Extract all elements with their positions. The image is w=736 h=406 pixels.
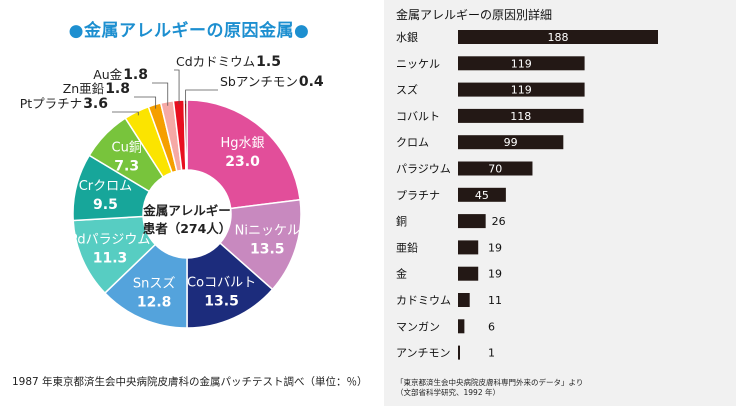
bar-1 (458, 56, 585, 71)
pie-label-pd: Pdパラジウム (70, 233, 151, 248)
pie-value-pd: 11.3 (93, 251, 128, 267)
pie-label-cu: Cu銅 (112, 141, 142, 156)
pie-value-hg: 23.0 (225, 154, 260, 170)
bar-value-label: 188 (548, 31, 569, 44)
pie-label-co: Coコバルト (187, 276, 256, 291)
bar-source-line1: 「東京都済生会中央病院皮膚科専門外来のデータ」より (396, 378, 584, 387)
pie-callout-au: Au金1.8 (93, 67, 148, 83)
pie-leader-line (112, 111, 139, 116)
bar-5 (458, 161, 533, 176)
pie-slice-hg (186, 99, 301, 210)
bar-2 (458, 82, 585, 97)
bar-value-label: 19 (488, 241, 502, 254)
bar-category-label: 亜鉛 (396, 240, 418, 254)
bar-6 (458, 187, 506, 202)
pie-value-sn: 12.8 (137, 294, 172, 310)
bar-category-label: クロム (396, 136, 429, 149)
bar-category-label: 金 (396, 267, 407, 281)
bar-category-label: 水銀 (396, 30, 418, 44)
bar-value-label: 118 (510, 110, 531, 123)
pie-leader-line (174, 69, 180, 105)
pie-center-label: 金属アレルギー (142, 203, 231, 218)
bar-source-note: 「東京都済生会中央病院皮膚科専門外来のデータ」より （文部省科学研究、1992 … (396, 378, 583, 398)
bar-value-label: 99 (504, 136, 518, 149)
bar-category-label: 銅 (396, 214, 407, 228)
pie-callout-pt: Ptプラチナ3.6 (20, 96, 108, 112)
bar-0 (458, 30, 658, 44)
bar-category-label: パラジウム (396, 163, 451, 176)
pie-chart-panel: ●金属アレルギーの原因金属● Hg水銀 23.0 Niニッケル 13.5 Coコバルト 1… (12, 21, 368, 388)
bar-chart-title: 金属アレルギーの原因別詳細 (396, 8, 553, 22)
bar-7 (458, 214, 486, 229)
pie-value-ni: 13.5 (250, 242, 285, 258)
pie-slice-sb (183, 99, 188, 171)
pie-leader-line (185, 89, 218, 105)
bar-value-label: 45 (475, 189, 489, 202)
pie-label-sn: Snスズ (133, 275, 176, 291)
bar-value-label: 119 (511, 84, 532, 97)
bar-source-line2: （文部省科学研究、1992 年） (396, 388, 500, 397)
bar-11 (458, 319, 465, 334)
bar-value-label: 11 (488, 294, 502, 307)
bar-value-label: 119 (511, 57, 532, 70)
pie-center-count: 患者（274人） (143, 221, 232, 236)
pie-leader-line (134, 96, 157, 109)
bar-10 (458, 293, 470, 307)
bar-value-label: 70 (488, 163, 502, 176)
bar-12 (458, 345, 460, 360)
bar-category-label: コバルト (396, 110, 440, 123)
pie-label-hg: Hg水銀 (221, 136, 265, 151)
pie-value-co: 13.5 (204, 294, 239, 310)
bar-value-label: 1 (488, 347, 495, 360)
bar-8 (458, 240, 479, 255)
pie-label-ni: Niニッケル (235, 224, 300, 239)
bar-value-label: 26 (492, 215, 506, 228)
bar-category-label: プラチナ (396, 189, 440, 202)
pie-value-cr: 9.5 (93, 197, 118, 213)
bar-value-label: 6 (488, 320, 495, 333)
bar-category-label: カドミウム (396, 294, 451, 307)
pie-value-cu: 7.3 (114, 159, 139, 175)
bar-category-label: スズ (396, 83, 418, 97)
bar-4 (458, 135, 564, 150)
pie-label-cr: Crクロム (79, 179, 132, 194)
bar-chart-panel: 金属アレルギーの原因別詳細 水銀 188 ニッケル 119 スズ 119 コバルト 118 クロ… (384, 0, 736, 406)
pie-callout-sb: Sbアンチモン0.4 (220, 74, 324, 90)
pie-chart-title: ●金属アレルギーの原因金属● (68, 21, 310, 41)
bar-9 (458, 266, 479, 281)
pie-callout-zn: Zn亜鉛1.8 (63, 81, 130, 97)
bar-category-label: アンチモン (396, 347, 451, 360)
pie-leader-line (152, 82, 169, 106)
bar-3 (458, 108, 584, 123)
pie-chart: Hg水銀 23.0 Niニッケル 13.5 Coコバルト 13.5 Snスズ 12.8 Pdパラ… (20, 54, 324, 329)
pie-footnote: 1987 年東京都済生会中央病院皮膚科の金属パッチテスト調べ（単位：％） (12, 376, 368, 388)
pie-callout-cd: Cdカドミウム1.5 (176, 54, 281, 70)
bar-category-label: マンガン (396, 320, 440, 333)
bar-value-label: 19 (488, 268, 502, 281)
bar-category-label: ニッケル (396, 57, 440, 70)
